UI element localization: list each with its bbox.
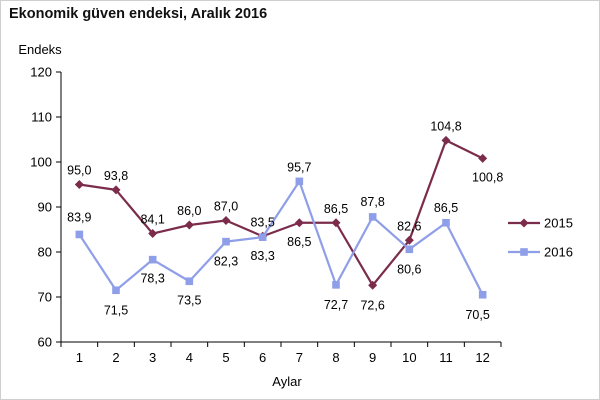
data-label-2016: 83,9 bbox=[67, 210, 91, 224]
data-point-2015 bbox=[404, 235, 414, 245]
data-point-2016 bbox=[75, 230, 84, 239]
data-label-2015: 84,1 bbox=[140, 213, 164, 227]
chart-title: Ekonomik güven endeksi, Aralık 2016 bbox=[9, 6, 268, 22]
x-tick-label: 7 bbox=[296, 350, 303, 365]
data-point-2016 bbox=[478, 290, 487, 299]
data-label-2015: 82,6 bbox=[397, 219, 421, 233]
data-point-2016 bbox=[368, 213, 377, 221]
y-tick-label: 80 bbox=[38, 245, 52, 260]
data-label-2015: 95,0 bbox=[67, 164, 91, 178]
data-point-2015 bbox=[478, 153, 488, 163]
legend-marker-2015 bbox=[519, 218, 529, 228]
data-point-2015 bbox=[221, 216, 231, 225]
data-point-2015 bbox=[294, 218, 304, 228]
x-tick-label: 11 bbox=[439, 350, 453, 365]
y-tick-label: 70 bbox=[38, 290, 52, 305]
data-point-2015 bbox=[184, 220, 194, 230]
series-line-2015 bbox=[79, 139, 484, 287]
data-label-2016: 87,8 bbox=[360, 195, 384, 209]
y-axis-label: Endeks bbox=[18, 42, 62, 57]
x-tick-label: 1 bbox=[76, 350, 83, 365]
series-line-2016 bbox=[78, 180, 484, 296]
data-label-2015: 104,8 bbox=[430, 119, 461, 133]
x-tick-label: 10 bbox=[402, 350, 416, 365]
data-point-2016 bbox=[442, 218, 450, 227]
data-label-2016: 78,3 bbox=[140, 272, 164, 286]
x-tick-label: 8 bbox=[332, 350, 339, 365]
series-layer bbox=[74, 135, 488, 299]
data-point-2015 bbox=[111, 185, 121, 195]
x-tick-label: 9 bbox=[369, 350, 376, 365]
data-label-2015: 86,5 bbox=[287, 235, 311, 249]
data-label-2016: 70,5 bbox=[465, 308, 489, 322]
x-tick-label: 2 bbox=[112, 350, 119, 365]
y-tick-label: 60 bbox=[38, 335, 52, 350]
data-label-2015: 72,6 bbox=[360, 298, 384, 312]
y-tick-label: 90 bbox=[38, 200, 52, 215]
data-point-2016 bbox=[258, 233, 267, 241]
data-point-2016 bbox=[185, 277, 194, 286]
data-point-2015 bbox=[148, 229, 158, 239]
data-label-2016: 82,3 bbox=[214, 255, 238, 269]
data-point-2016 bbox=[148, 255, 157, 264]
legend-label-2015: 2015 bbox=[544, 216, 573, 231]
legend-marker-2016 bbox=[520, 248, 528, 256]
data-label-2015: 100,8 bbox=[472, 170, 503, 184]
data-label-2016: 72,7 bbox=[324, 298, 348, 312]
y-tick-label: 120 bbox=[30, 65, 52, 80]
x-axis-label: Aylar bbox=[272, 374, 302, 389]
data-label-2015: 93,8 bbox=[104, 169, 128, 183]
data-point-2015 bbox=[441, 135, 451, 145]
data-point-2015 bbox=[74, 180, 84, 189]
x-tick-label: 4 bbox=[186, 350, 193, 365]
data-labels: 95,0 93,8 84,1 86,0 87,0 83,5 86,5 86,5 72,6 82,6… bbox=[67, 119, 503, 321]
data-point-2016 bbox=[222, 237, 230, 246]
data-point-2015 bbox=[331, 218, 341, 228]
data-label-2016: 83,3 bbox=[250, 249, 274, 263]
data-label-2015: 83,5 bbox=[250, 215, 274, 229]
data-label-2016: 86,5 bbox=[434, 201, 458, 215]
data-point-2015 bbox=[368, 280, 378, 290]
x-tick-label: 6 bbox=[259, 350, 266, 365]
data-point-2016 bbox=[332, 281, 340, 289]
legend-label-2016: 2016 bbox=[544, 245, 573, 260]
y-tick-label: 100 bbox=[30, 155, 52, 170]
data-point-2016 bbox=[405, 245, 414, 254]
data-label-2016: 80,6 bbox=[397, 262, 421, 276]
data-label-2016: 73,5 bbox=[177, 293, 201, 307]
data-label-2015: 86,5 bbox=[324, 202, 348, 216]
data-point-2016 bbox=[112, 286, 120, 295]
data-label-2015: 87,0 bbox=[214, 200, 238, 214]
legend: 2015 2016 bbox=[508, 216, 573, 260]
x-tick-label: 12 bbox=[475, 350, 489, 365]
data-label-2016: 95,7 bbox=[287, 160, 311, 174]
data-label-2015: 86,0 bbox=[177, 204, 201, 218]
y-tick-label: 110 bbox=[31, 110, 52, 125]
data-point-2016 bbox=[295, 177, 304, 186]
x-tick-label: 3 bbox=[149, 350, 156, 365]
x-tick-label: 5 bbox=[222, 350, 229, 365]
data-label-2016: 71,5 bbox=[104, 303, 128, 317]
